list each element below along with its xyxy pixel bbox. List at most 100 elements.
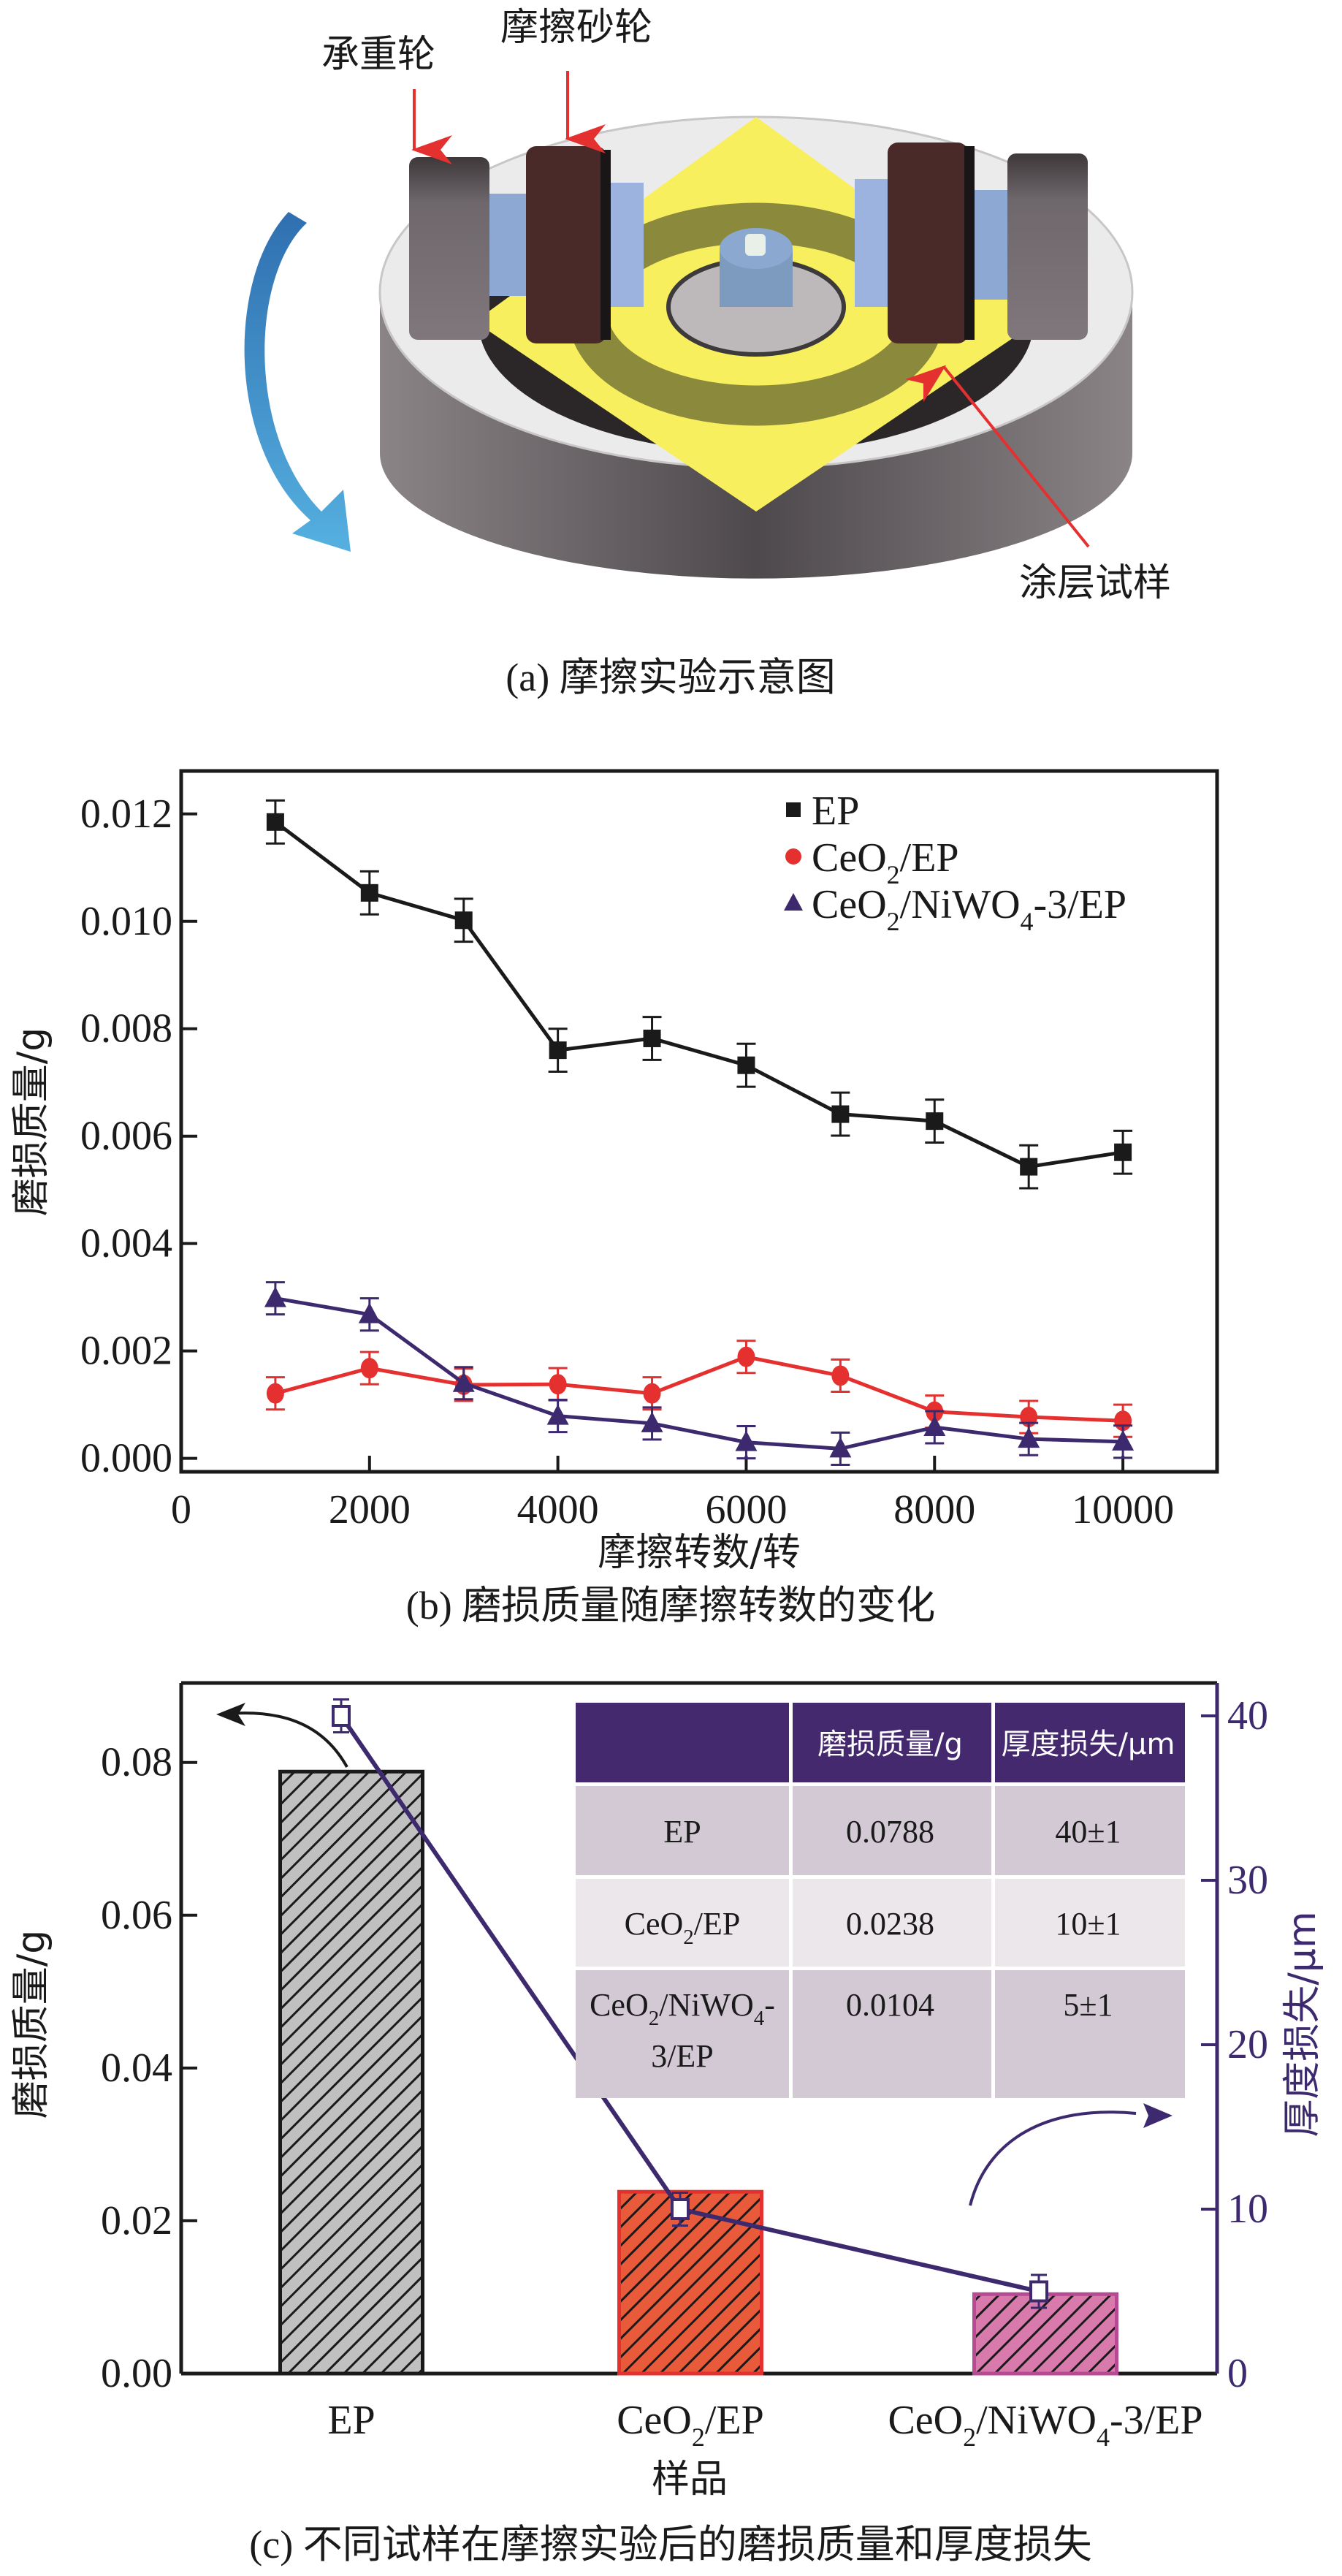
data-point [926,1112,944,1131]
y-tick-label-right: 20 [1227,2022,1268,2067]
x-tick-label: 6000 [705,1487,787,1532]
table-sample-name: CeO2/NiWO4- [590,1987,775,2030]
table-cell [793,1970,991,2098]
series-ceo2-niwo4-3-ep [264,1281,1135,1466]
data-point [735,1430,758,1451]
legend-marker-triangle [784,893,803,911]
data-point [1020,1158,1038,1176]
coating-sample-label: 涂层试样 [1019,561,1171,605]
bar-ep [278,1769,424,2376]
bar-ceo2-niwo4-3-ep [972,2292,1118,2376]
bar-hatch [619,2192,762,2374]
bar-ceo2-ep [617,2189,763,2376]
data-point [643,1383,661,1404]
table-header-cell [995,1703,1185,1782]
table-header-cell [793,1703,991,1782]
data-point [1018,1427,1040,1448]
series-line [275,1355,1124,1423]
data-point [829,1437,852,1458]
table-header-cell [576,1703,789,1782]
y-axis-label-left: 磨损质量/g [9,1930,53,2119]
inset-table: 磨损质量/g 厚度损失/μm EP 0.0788 40±1 CeO2/EP 0.0238 10… [576,1703,1185,2098]
y-tick-label-right: 40 [1227,1693,1268,1739]
y-tick-label: 0.04 [101,2045,172,2091]
data-point [454,911,473,930]
bar-outline [278,1769,424,2376]
legend-marker-circle [785,848,801,865]
data-point [831,1105,850,1123]
data-point [360,1358,378,1379]
bar-hatch [280,1771,423,2374]
chart-wear-mass-thickness: 0.00 0.02 0.04 0.06 0.08 0 10 20 30 40 EP CeO2/EP… [9,1681,1324,2566]
panel-a-caption: (a) 摩擦实验示意图 [506,656,835,699]
series-ep [265,799,1133,1190]
x-category-label: CeO2/NiWO4-3/EP [888,2398,1202,2452]
data-point [1029,2280,1048,2303]
table-sample-name: CeO2/EP [625,1906,741,1949]
data-point [643,1029,661,1047]
table-cell [576,1970,789,2098]
friction-wheel-label: 摩擦砂轮 [500,6,652,50]
thickness-line-group [332,1698,1048,2309]
y-tick-label: 0.000 [80,1436,172,1481]
left-axis-arrow-icon [227,1711,348,1768]
friction-wheel-left [526,146,606,343]
hub-left-inner [611,183,644,307]
series-ceo2-ep [265,1340,1133,1438]
table-cell [995,1970,1185,2098]
table-thickness-value: 40±1 [1055,1814,1121,1850]
data-point [831,1365,850,1386]
y-tick-label: 0.08 [101,1740,172,1785]
bearing-wheel-label: 承重轮 [321,33,435,77]
table-cell [793,1879,991,1967]
friction-wheel-right [888,143,968,343]
x-tick-label: 10000 [1072,1487,1174,1532]
panel-c-caption: (c) 不同试样在摩擦实验后的磨损质量和厚度损失 [249,2523,1091,2566]
legend-label: CeO2/EP [812,835,959,889]
table-cell [576,1786,789,1875]
table-mass-value: 0.0238 [846,1906,934,1942]
bar-outline [617,2189,763,2376]
coating-sample-pointer [904,365,1090,548]
data-point [923,1416,946,1437]
table-thickness-value: 10±1 [1055,1906,1121,1942]
y-axis-ticks: 0.000 0.002 0.004 0.006 0.008 0.010 0.012 [80,791,197,1481]
data-point [360,884,378,902]
right-axis-arrow-icon [969,2110,1137,2206]
hub-right-inner [855,179,888,307]
y-tick-label: 0.010 [80,899,172,944]
data-point [737,1056,755,1074]
right-y-axis-ticks: 0 10 20 30 40 [1201,1693,1268,2396]
y-tick-label: 0.02 [101,2198,172,2243]
x-category-label: CeO2/EP [617,2398,764,2452]
y-tick-label: 0.004 [80,1221,172,1266]
table-mass-value: 0.0788 [846,1814,934,1850]
left-axis-arrowhead-icon [216,1703,245,1726]
table-thickness-value: 5±1 [1063,1987,1113,2023]
x-axis-category-labels: EP CeO2/EP CeO2/NiWO4-3/EP [327,2398,1202,2452]
table-header-text: 磨损质量/g [817,1728,963,1761]
left-y-axis-ticks: 0.00 0.02 0.04 0.06 0.08 [101,1740,197,2396]
data-point [549,1041,567,1060]
data-point [266,813,284,831]
y-axis-label-right: 厚度损失/μm [1281,1911,1324,2137]
plot-frame [179,769,1219,1474]
data-point [737,1346,755,1367]
spindle-pin [745,234,766,256]
data-point [332,1705,351,1727]
y-tick-label-right: 0 [1227,2351,1248,2396]
data-point [264,1286,286,1307]
friction-schematic: 承重轮 摩擦砂轮 涂层试样 (a) 摩擦实验示意图 [244,6,1171,699]
x-tick-label: 8000 [893,1487,975,1532]
data-point [1114,1143,1132,1161]
data-point [452,1371,475,1392]
rotation-arrow-icon [244,212,351,552]
bearing-wheel-left [409,157,489,340]
right-axis-arrowhead-icon [1143,2103,1173,2128]
y-axis-label: 磨损质量/g [9,1027,53,1217]
table-header-text: 厚度损失/μm [1002,1728,1175,1761]
friction-wheel-right-rim [964,146,975,340]
x-axis-label: 摩擦转数/转 [598,1531,801,1575]
x-axis-ticks: 0 2000 4000 6000 8000 10000 [171,1456,1174,1532]
